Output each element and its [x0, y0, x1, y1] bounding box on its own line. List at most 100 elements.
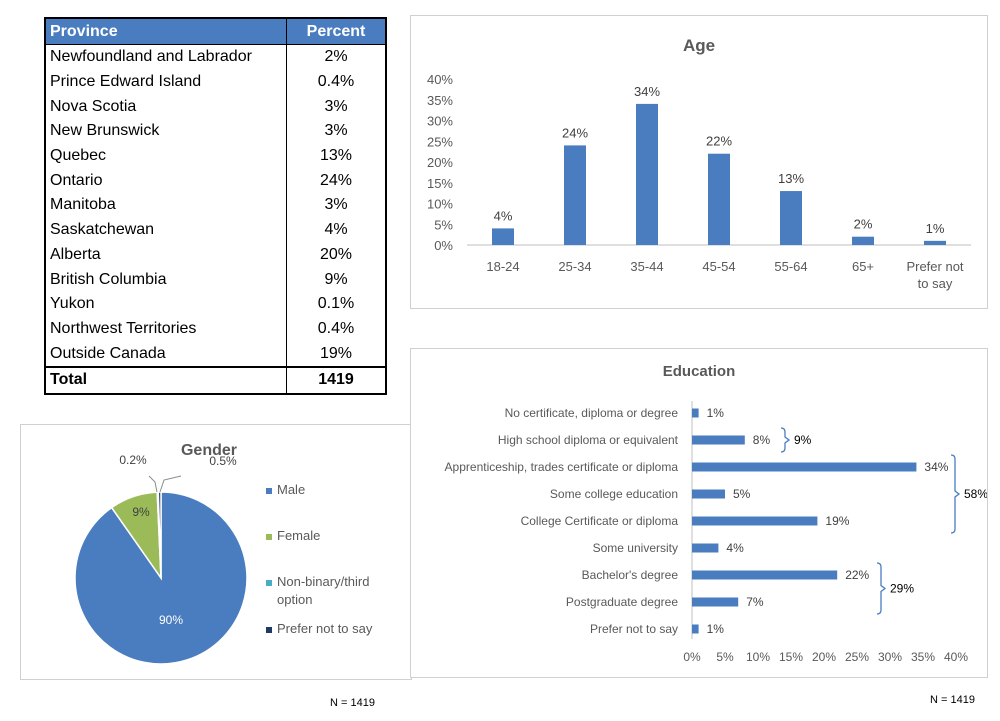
province-column-header: Province: [44, 17, 287, 45]
percent-column-header: Percent: [286, 17, 387, 45]
age-y-tick-label: 25%: [427, 134, 453, 149]
education-x-tick-label: 25%: [845, 650, 869, 664]
gender-slice-label: 0.2%: [119, 453, 147, 467]
age-y-tick-label: 15%: [427, 176, 453, 191]
education-bar-value-label: 7%: [746, 595, 764, 609]
gender-leader-line: [148, 475, 158, 493]
province-percent: 24%: [286, 168, 387, 194]
education-group-label: 29%: [890, 582, 914, 596]
education-bar: [692, 624, 699, 634]
age-x-tick-label: 55-64: [774, 259, 807, 274]
province-row: New Brunswick 3%: [44, 119, 387, 144]
province-name: British Columbia: [44, 267, 287, 292]
province-percent: 0.1%: [286, 291, 387, 317]
province-name: Ontario: [44, 168, 287, 194]
age-bar-value-label: 4%: [494, 208, 513, 223]
province-name: Quebec: [44, 143, 287, 169]
province-name: Outside Canada: [44, 341, 287, 367]
province-row: Prince Edward Island 0.4%: [44, 69, 387, 95]
province-percent: 2%: [286, 44, 387, 70]
education-category-label: Apprenticeship, trades certificate or di…: [445, 460, 679, 474]
education-category-label: College Certificate or diploma: [521, 514, 679, 528]
education-x-tick-label: 20%: [812, 650, 836, 664]
province-name: Alberta: [44, 242, 287, 268]
education-bar: [692, 489, 725, 499]
gender-slice-label: 0.5%: [209, 454, 237, 468]
age-bar: [636, 103, 658, 246]
age-x-tick-label: 65+: [852, 259, 874, 274]
age-bar-value-label: 34%: [634, 84, 660, 99]
education-chart: Education No certificate, diploma or degr…: [445, 363, 989, 664]
age-y-tick-label: 40%: [427, 72, 453, 87]
education-x-tick-label: 40%: [944, 650, 968, 664]
education-category-label: Bachelor's degree: [582, 568, 679, 582]
province-row: Outside Canada 19%: [44, 341, 387, 367]
gender-legend-label: Non-binary/third option: [277, 574, 370, 607]
province-name: Yukon: [44, 291, 287, 317]
education-category-label: Prefer not to say: [590, 622, 678, 636]
education-x-tick-label: 15%: [779, 650, 803, 664]
province-row: Yukon 0.1%: [44, 291, 387, 317]
province-table: Province Percent Newfoundland and Labrad…: [44, 17, 387, 395]
total-value: 1419: [286, 365, 387, 394]
age-y-tick-label: 0%: [434, 238, 453, 253]
education-x-tick-label: 35%: [911, 650, 935, 664]
gender-legend-swatch: [266, 580, 272, 586]
gender-slice-label: 90%: [159, 613, 183, 627]
age-bar: [924, 240, 946, 245]
gender-legend-swatch: [266, 534, 272, 540]
sample-size-note-right: N = 1419: [930, 694, 975, 706]
education-category-label: Some college education: [550, 487, 678, 501]
province-row: Ontario 24%: [44, 168, 387, 194]
age-y-tick-label: 20%: [427, 155, 453, 170]
gender-legend-swatch: [266, 627, 272, 633]
gender-legend-label: Female: [277, 528, 320, 543]
age-y-tick-label: 30%: [427, 114, 453, 129]
age-chart-title: Age: [683, 36, 715, 55]
age-bar: [852, 236, 874, 245]
age-y-tick-label: 35%: [427, 93, 453, 108]
education-chart-title: Education: [663, 363, 736, 380]
province-percent: 19%: [286, 341, 387, 367]
education-bar-value-label: 8%: [753, 433, 771, 447]
age-bar: [780, 191, 802, 245]
education-group-label: 9%: [794, 433, 812, 447]
province-percent: 0.4%: [286, 316, 387, 342]
education-category-label: Some university: [593, 541, 678, 555]
total-row: Total 1419: [44, 365, 387, 394]
education-category-label: High school diploma or equivalent: [498, 433, 679, 447]
education-bar: [692, 462, 917, 472]
gender-pie-slice: [74, 491, 248, 665]
age-bar-value-label: 13%: [778, 171, 804, 186]
education-bar: [692, 597, 739, 607]
age-x-tick-label: 35-44: [630, 259, 663, 274]
age-bar: [492, 228, 514, 245]
education-bar-value-label: 19%: [825, 514, 849, 528]
education-bar: [692, 570, 838, 580]
gender-legend-swatch: [266, 488, 272, 494]
education-x-tick-label: 10%: [746, 650, 770, 664]
gender-slice-label: 9%: [132, 505, 150, 519]
province-row: British Columbia 9%: [44, 267, 387, 292]
education-chart-panel: Education No certificate, diploma or degr…: [410, 348, 988, 678]
province-name: Manitoba: [44, 193, 287, 218]
age-x-tick-label: 45-54: [702, 259, 735, 274]
age-x-tick-label: Prefer not to say: [906, 259, 963, 291]
education-bar-value-label: 1%: [707, 622, 725, 636]
province-table-body: Newfoundland and Labrador 2% Prince Edward…: [44, 44, 387, 394]
age-bar: [564, 145, 586, 245]
gender-chart-panel: Gender 90% 9% 0.2% 0.5% Male Female Non-binary/…: [20, 424, 412, 680]
education-x-tick-label: 30%: [878, 650, 902, 664]
province-name: Prince Edward Island: [44, 69, 287, 95]
age-bar-value-label: 2%: [854, 217, 873, 232]
education-bar-value-label: 4%: [726, 541, 744, 555]
province-name: Saskatchewan: [44, 217, 287, 243]
province-name: Nova Scotia: [44, 94, 287, 120]
age-bar-value-label: 24%: [562, 125, 588, 140]
education-x-tick-label: 5%: [716, 650, 734, 664]
gender-legend-label: Male: [277, 482, 305, 497]
education-group-label: 58%: [964, 487, 987, 501]
education-bar: [692, 516, 818, 526]
gender-legend-label: Prefer not to say: [277, 621, 373, 636]
gender-pie-slice: [157, 491, 162, 579]
